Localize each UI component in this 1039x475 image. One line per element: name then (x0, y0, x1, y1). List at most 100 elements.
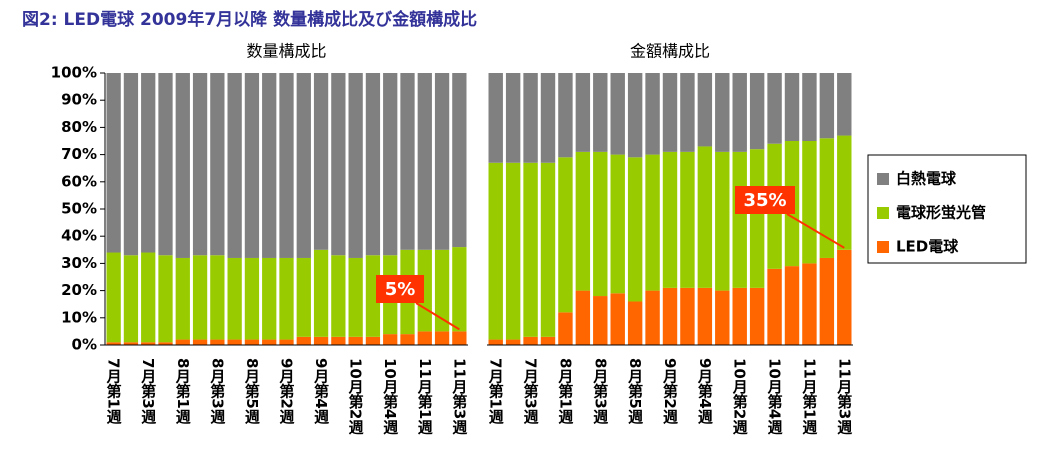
x-tick-label: 11月第1週 (416, 358, 434, 436)
bar-segment (680, 287, 695, 345)
x-tick-label: 11月第3週 (450, 358, 468, 436)
bar-segment (106, 342, 121, 345)
bar-segment (540, 336, 556, 345)
bar-segment (488, 339, 503, 345)
y-tick-label: 100% (51, 64, 97, 82)
bar-segment (417, 73, 432, 250)
annotation-box (376, 275, 424, 303)
bar-segment (697, 287, 713, 345)
panel-title: 数量構成比 (246, 42, 326, 61)
x-tick-label: 7月第3週 (139, 358, 157, 425)
annotation-label: 35% (743, 190, 786, 211)
bar-segment (365, 73, 381, 256)
bar-segment (365, 336, 381, 345)
bar-segment (141, 252, 156, 343)
bar-segment (610, 154, 625, 294)
bar-segment (192, 255, 208, 340)
legend-box (867, 154, 1027, 264)
bar-segment (279, 257, 294, 340)
bar-segment (837, 249, 852, 345)
x-tick-label: 8月第1週 (174, 358, 192, 425)
bar-segment (452, 331, 467, 345)
bar-segment (262, 73, 277, 258)
bar-segment (279, 73, 294, 258)
x-tick-label: 11月第1週 (800, 358, 818, 436)
bar-segment (697, 73, 713, 147)
bar-segment (192, 73, 208, 256)
x-tick-label: 8月第5週 (243, 358, 261, 425)
bar-segment (505, 339, 521, 345)
x-tick-label: 7月第1週 (105, 358, 123, 425)
bar-segment (732, 151, 747, 288)
bar-segment (488, 162, 503, 340)
bar-segment (540, 162, 556, 337)
bar-segment (819, 257, 835, 345)
bar-segment (279, 339, 294, 345)
y-tick-label: 80% (61, 118, 97, 136)
bar-segment (383, 73, 398, 256)
bar-segment (505, 162, 521, 340)
y-tick-label: 90% (61, 91, 97, 109)
bar-segment (331, 336, 346, 345)
bar-segment (662, 73, 678, 152)
bar-segment (593, 151, 608, 297)
bar-segment (262, 339, 277, 345)
bar-segment (313, 73, 329, 250)
x-tick-label: 10月第2週 (347, 358, 365, 436)
bar-segment (158, 73, 173, 256)
x-tick-label: 10月第2週 (731, 358, 749, 436)
bar-segment (400, 73, 415, 250)
panel-title: 金額構成比 (630, 42, 710, 61)
bar-segment (558, 73, 573, 158)
bar-segment (715, 290, 730, 345)
bar-segment (158, 342, 173, 345)
bar-segment (192, 339, 208, 345)
bar-segment (210, 73, 225, 256)
x-tick-label: 8月第3週 (208, 358, 226, 425)
bar-segment (348, 336, 363, 345)
bar-segment (158, 255, 173, 343)
bar-segment (227, 339, 242, 345)
x-tick-label: 9月第2週 (278, 358, 296, 425)
bar-segment (784, 73, 800, 141)
bar-segment (313, 249, 329, 337)
x-tick-label: 10月第4週 (766, 358, 784, 436)
annotation-arrow (415, 302, 460, 331)
bar-segment (331, 73, 346, 256)
bar-segment (123, 255, 139, 343)
bar-segment (540, 73, 556, 163)
bar-segment (262, 257, 277, 340)
bar-segment (593, 296, 608, 345)
bar-segment (749, 149, 765, 288)
bar-segment (802, 141, 817, 264)
bar-segment (837, 73, 852, 136)
bar-segment (610, 73, 625, 155)
bar-segment (296, 336, 311, 345)
bar-segment (715, 73, 730, 152)
chart-title: 図2: LED電球 2009年7月以降 数量構成比及び金額構成比 (22, 9, 477, 30)
bar-segment (523, 336, 538, 345)
bar-segment (244, 257, 260, 340)
x-tick-label: 9月第2週 (661, 358, 679, 425)
bar-segment (662, 151, 678, 288)
y-tick-label: 20% (61, 281, 97, 299)
bar-segment (575, 151, 591, 291)
y-tick-label: 30% (61, 254, 97, 272)
bar-segment (784, 266, 800, 345)
legend-label: 白熱電球 (896, 170, 957, 188)
y-tick-label: 50% (61, 200, 97, 218)
bar-segment (749, 73, 765, 150)
annotation-box (735, 186, 795, 214)
bar-segment (141, 73, 156, 253)
annotation-label: 5% (385, 279, 416, 300)
bar-segment (680, 151, 695, 288)
bar-segment (767, 73, 782, 144)
bar-segment (697, 146, 713, 288)
bar-segment (645, 73, 660, 155)
legend-swatch (877, 173, 889, 185)
x-tick-label: 9月第4週 (696, 358, 714, 425)
bar-segment (452, 247, 467, 332)
bar-segment (244, 73, 260, 258)
bar-segment (434, 73, 450, 250)
annotation-arrow (786, 213, 845, 249)
